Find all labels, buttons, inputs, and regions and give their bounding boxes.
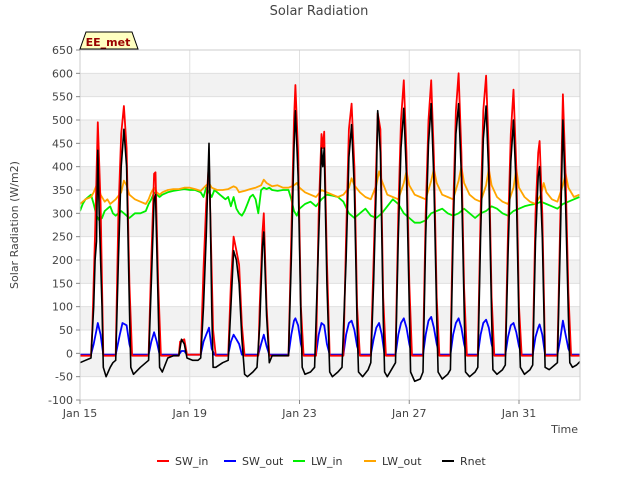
series-line-lw-in (80, 186, 580, 224)
y-tick-label: -50 (55, 371, 73, 384)
y-tick-label: 300 (52, 207, 73, 220)
series-line-rnet (80, 102, 580, 383)
legend: SW_in SW_out LW_in LW_out Rnet (157, 455, 486, 468)
plot-frame (79, 49, 581, 401)
badge-label: EE_met (86, 36, 131, 49)
series-group (80, 72, 580, 383)
legend-item-rnet: Rnet (442, 455, 486, 468)
legend-label: SW_out (242, 455, 284, 468)
grid-band (80, 73, 580, 97)
x-tick-label: Jan 31 (501, 407, 536, 420)
y-tick-label: 50 (59, 324, 73, 337)
x-axis-label: Time (550, 423, 578, 436)
legend-item-sw-out: SW_out (224, 455, 284, 468)
legend-label: LW_in (311, 455, 343, 468)
grid-band (80, 120, 580, 144)
legend-item-lw-out: LW_out (364, 455, 422, 468)
x-tick-label: Jan 15 (62, 407, 97, 420)
series-line-lw-out (80, 165, 580, 205)
y-tick-label: 100 (52, 301, 73, 314)
badge-shape (79, 31, 139, 50)
y-tick-label: 200 (52, 254, 73, 267)
ee-met-badge: EE_met (79, 31, 139, 50)
y-tick-label: 400 (52, 161, 73, 174)
x-tick-label: Jan 23 (281, 407, 316, 420)
legend-label: LW_out (382, 455, 422, 468)
y-tick-label: 600 (52, 67, 73, 80)
legend-label: SW_in (175, 455, 208, 468)
legend-item-sw-in: SW_in (157, 455, 208, 468)
y-tick-label: 150 (52, 277, 73, 290)
y-tick-label: 250 (52, 231, 73, 244)
x-tick-label: Jan 19 (172, 407, 207, 420)
y-axis-label: Solar Radiation (W/m2) (8, 161, 21, 289)
y-axis: -100 -50 0 50 100 150 200 250 300 350 400 450 500 550… (48, 44, 80, 407)
y-tick-label: 350 (52, 184, 73, 197)
y-tick-label: 500 (52, 114, 73, 127)
y-tick-label: -100 (48, 394, 73, 407)
y-tick-label: 650 (52, 44, 73, 57)
x-tick-label: Jan 27 (391, 407, 426, 420)
legend-item-lw-in: LW_in (293, 455, 343, 468)
grid-band (80, 213, 580, 237)
grid-band (80, 260, 580, 284)
y-tick-label: 450 (52, 137, 73, 150)
legend-label: Rnet (460, 455, 486, 468)
chart-title: Solar Radiation (270, 4, 369, 19)
grid-band (80, 306, 580, 330)
x-axis: Jan 15 Jan 19 Jan 23 Jan 27 Jan 31 (62, 400, 536, 420)
y-tick-label: 0 (66, 347, 73, 360)
y-tick-label: 550 (52, 91, 73, 104)
